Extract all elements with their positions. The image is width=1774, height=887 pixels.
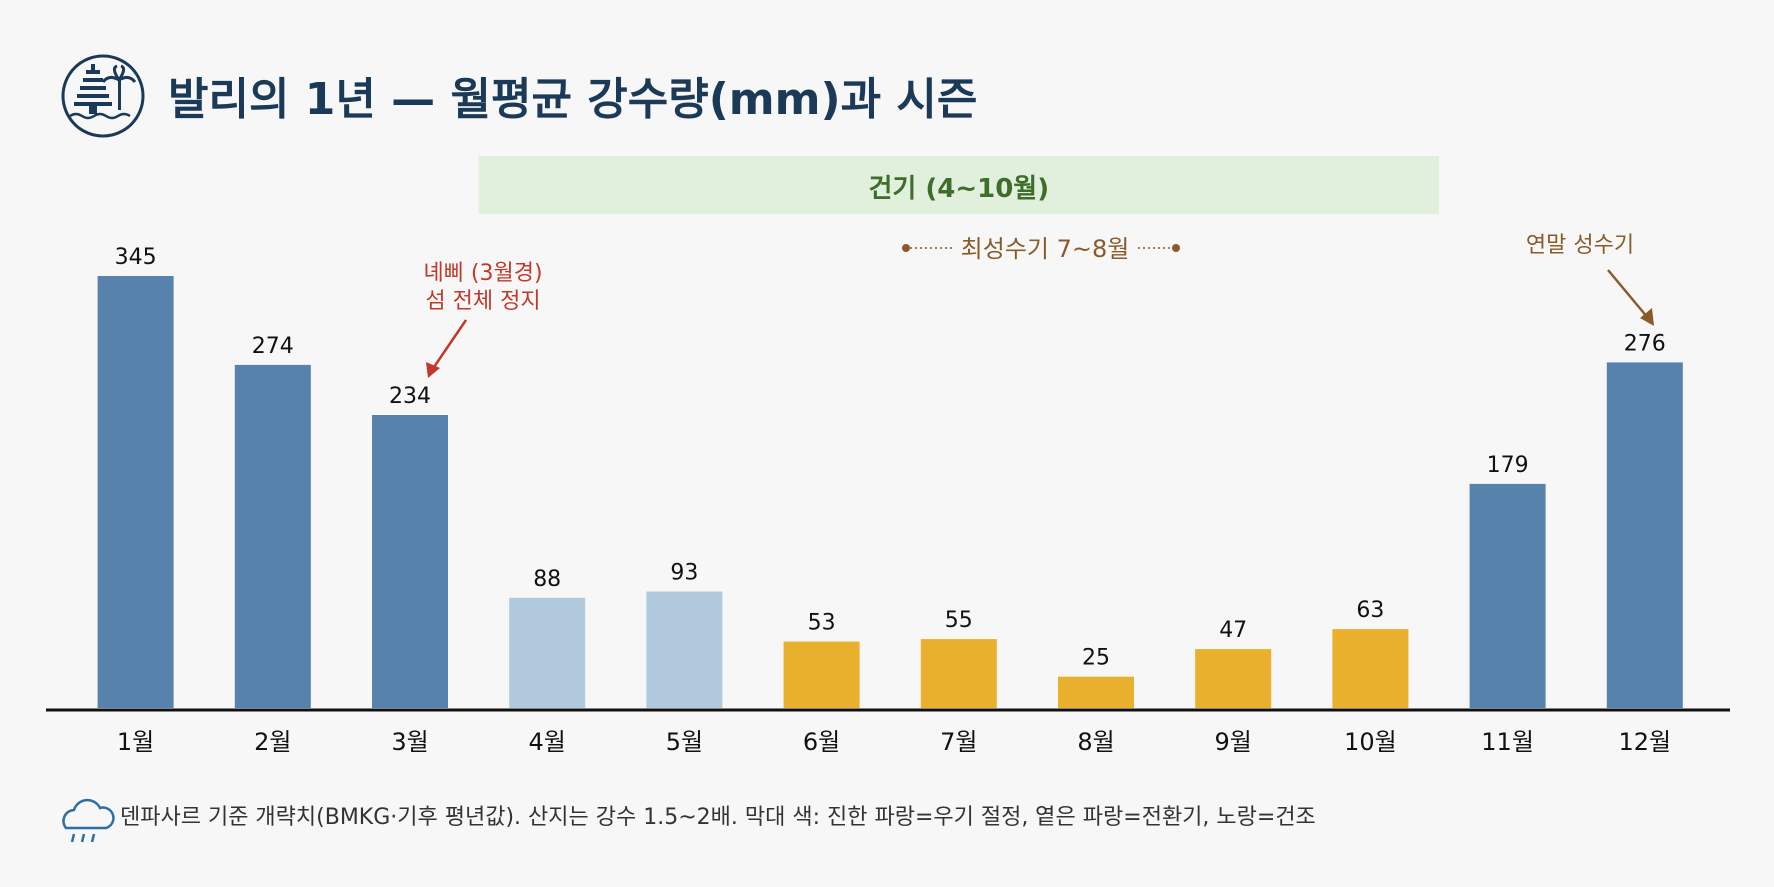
- bar-3월: [372, 415, 448, 708]
- bar-11월: [1469, 483, 1546, 708]
- value-label: 345: [115, 245, 157, 270]
- bar-8월: [1058, 676, 1134, 708]
- peak-season-label: 최성수기 7~8월: [961, 235, 1130, 263]
- category-label: 4월: [529, 728, 566, 756]
- nyepi-annotation-line1: 녜삐 (3월경): [423, 261, 542, 286]
- bar-7월: [920, 639, 997, 708]
- category-label: 11월: [1481, 728, 1534, 756]
- bar-12월: [1606, 362, 1683, 708]
- rain-cloud-icon: [62, 798, 115, 843]
- footer-note: 덴파사르 기준 개략치(BMKG·기후 평년값). 산지는 강수 1.5~2배.…: [120, 805, 1316, 830]
- category-label: 6월: [803, 728, 840, 756]
- pagoda-palm-icon: [61, 54, 145, 138]
- nyepi-annotation-line2: 섬 전체 정지: [425, 289, 540, 314]
- value-label: 93: [670, 561, 698, 586]
- bar-9월: [1195, 649, 1272, 708]
- value-label: 55: [945, 608, 973, 633]
- dry-season-band: [478, 156, 1440, 214]
- bar-6월: [783, 641, 860, 708]
- category-label: 7월: [940, 728, 977, 756]
- category-labels-group: 1월 2월 3월 4월 5월 6월 7월 8월 9월 10월 11월 12월: [117, 728, 1671, 756]
- value-label: 276: [1624, 331, 1666, 356]
- category-label: 2월: [254, 728, 291, 756]
- category-label: 8월: [1077, 728, 1114, 756]
- value-label: 53: [808, 611, 836, 636]
- category-label: 5월: [666, 728, 703, 756]
- peak-season-marker: [902, 244, 1180, 252]
- bars-group: [97, 276, 1683, 708]
- value-labels-group: 345 274 234 88 93 53 55 25 47 63 179 276: [115, 245, 1666, 671]
- year-end-annotation: 연말 성수기: [1526, 233, 1634, 258]
- dry-season-label: 건기 (4~10월): [868, 174, 1049, 204]
- bar-5월: [646, 591, 723, 708]
- category-label: 10월: [1344, 728, 1397, 756]
- category-label: 1월: [117, 728, 154, 756]
- value-label: 63: [1356, 598, 1384, 623]
- value-label: 274: [252, 334, 294, 359]
- value-label: 88: [533, 567, 561, 592]
- category-label: 12월: [1618, 728, 1671, 756]
- value-label: 234: [389, 384, 431, 409]
- category-label: 3월: [391, 728, 428, 756]
- category-label: 9월: [1215, 728, 1252, 756]
- nyepi-arrow-icon: [426, 319, 468, 378]
- value-label: 47: [1219, 618, 1247, 643]
- value-label: 25: [1082, 646, 1110, 671]
- bar-4월: [509, 597, 586, 708]
- bar-10월: [1332, 629, 1409, 708]
- bar-1월: [97, 276, 174, 708]
- value-label: 179: [1487, 453, 1529, 478]
- bar-2월: [234, 364, 311, 708]
- page-title: 발리의 1년 — 월평균 강수량(mm)과 시즌: [168, 74, 977, 125]
- year-end-arrow-icon: [1607, 269, 1654, 326]
